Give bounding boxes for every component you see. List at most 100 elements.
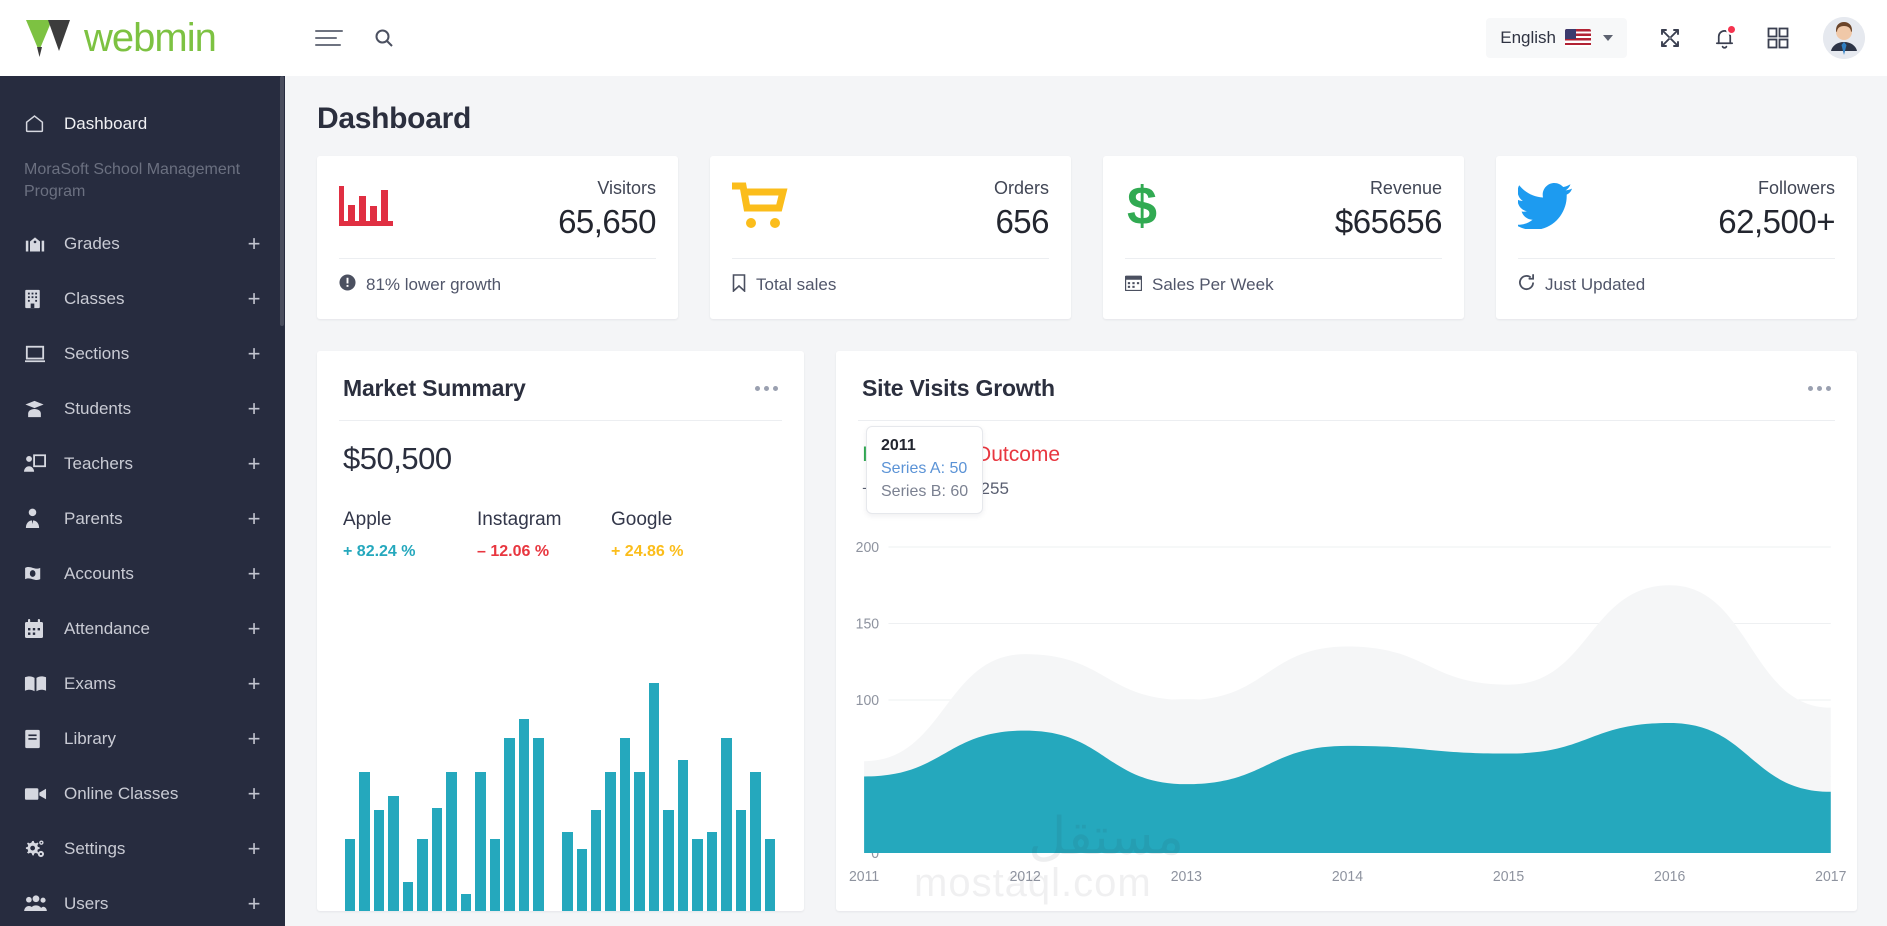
chart-tooltip: 2011 Series A: 50 Series B: 60 (866, 426, 984, 514)
expand-plus-icon[interactable]: + (247, 780, 261, 806)
expand-plus-icon[interactable]: + (247, 835, 261, 861)
sidebar-item-library[interactable]: Library + (0, 711, 285, 766)
bar (345, 839, 356, 911)
refresh-icon (1518, 273, 1535, 296)
sidebar-item-teachers[interactable]: Teachers + (0, 436, 285, 491)
bar (576, 848, 587, 911)
expand-plus-icon[interactable]: + (247, 615, 261, 641)
bar (590, 810, 602, 911)
notification-badge-dot (1726, 24, 1737, 35)
open-book-icon (24, 675, 50, 693)
stat-value: $65656 (1334, 202, 1443, 240)
stat-label: Revenue (1369, 178, 1442, 198)
expand-plus-icon[interactable]: + (247, 505, 261, 531)
expand-plus-icon[interactable]: + (247, 725, 261, 751)
sidebar-item-label: Classes (64, 288, 125, 308)
tooltip-year: 2011 (881, 437, 916, 454)
sidebar-item-settings[interactable]: Settings + (0, 821, 285, 876)
main-content: Dashboard Visitors (285, 76, 1887, 926)
expand-plus-icon[interactable]: + (247, 340, 261, 366)
bar (402, 882, 414, 911)
bar (417, 839, 428, 911)
bar (605, 771, 616, 911)
brand-bar: webmin (0, 0, 285, 76)
sidebar-item-classes[interactable]: Classes + (0, 271, 285, 326)
y-tick-label: 200 (856, 541, 879, 556)
stat-label: Orders (993, 178, 1049, 198)
sidebar-item-users[interactable]: Users + (0, 876, 285, 926)
legend-value: -255 (974, 479, 1009, 498)
notifications-button[interactable] (1697, 11, 1751, 65)
more-options-icon[interactable] (755, 386, 778, 391)
expand-plus-icon[interactable]: + (247, 450, 261, 476)
stat-value: 62,500+ (1718, 202, 1835, 240)
site-visits-legend: Income +584 Outcome -255 (836, 421, 1857, 499)
bar (663, 810, 674, 911)
content-area: English (285, 0, 1887, 926)
expand-plus-icon[interactable]: + (247, 560, 261, 586)
sidebar-item-label: Grades (64, 233, 120, 253)
brand-name: webmin (84, 16, 217, 60)
bar (359, 771, 370, 911)
language-selector[interactable]: English (1486, 18, 1627, 58)
sidebar-item-dashboard[interactable]: Dashboard (0, 96, 285, 151)
divider (1518, 257, 1835, 259)
sidebar-item-sections[interactable]: Sections + (0, 326, 285, 381)
market-summary-card: Market Summary $50,500 Apple + 82.24 % (317, 351, 804, 911)
stat-footnote: 81% lower growth (366, 274, 502, 294)
search-icon[interactable] (369, 23, 399, 53)
stat-value: 65,650 (558, 202, 656, 240)
bar (373, 810, 385, 911)
sidebar-item-label: Exams (64, 673, 116, 693)
bar (706, 831, 718, 911)
user-avatar[interactable] (1823, 17, 1865, 59)
expand-plus-icon[interactable]: + (247, 395, 261, 421)
site-visits-card: Site Visits Growth Income +584 Outcome -… (836, 351, 1857, 911)
sidebar-item-accounts[interactable]: Accounts + (0, 546, 285, 601)
stat-label: Visitors (597, 178, 656, 198)
expand-plus-icon[interactable]: + (247, 670, 261, 696)
users-group-icon (24, 895, 50, 912)
lower-cards-row: Market Summary $50,500 Apple + 82.24 % (317, 351, 1857, 911)
sidebar-item-exams[interactable]: Exams + (0, 656, 285, 711)
grid-apps-icon[interactable] (1751, 11, 1805, 65)
stat-footnote: Just Updated (1545, 274, 1646, 294)
sidebar-item-label: Students (64, 398, 132, 418)
site-visits-area-chart[interactable]: 0501001502002011201220132014201520162017 (836, 541, 1857, 911)
card-title: Market Summary (343, 375, 526, 401)
chevron-down-icon (1603, 35, 1613, 41)
expand-plus-icon[interactable]: + (247, 890, 261, 916)
stat-label: Followers (1757, 178, 1835, 198)
stat-footnote: Total sales (756, 275, 837, 295)
twitter-bird-icon (1518, 178, 1572, 234)
sidebar-scrollbar[interactable] (280, 76, 284, 326)
sidebar: webmin Dashboard MoraSoft School Managem… (0, 0, 285, 926)
expand-plus-icon[interactable]: + (247, 230, 261, 256)
divider (732, 257, 1049, 259)
webmin-logo-icon (24, 17, 76, 59)
sidebar-item-parents[interactable]: Parents + (0, 491, 285, 546)
x-tick-label: 2015 (1493, 869, 1524, 886)
stat-card-revenue: $ Revenue $65656 (1103, 156, 1464, 319)
bar (504, 738, 515, 911)
exclamation-circle-icon (339, 274, 356, 296)
sidebar-item-label: Online Classes (64, 783, 179, 803)
topbar-actions: English (1486, 11, 1865, 65)
sidebar-item-online-classes[interactable]: Online Classes + (0, 766, 285, 821)
stat-value: 656 (995, 202, 1049, 240)
more-options-icon[interactable] (1808, 386, 1831, 391)
hamburger-menu-icon[interactable] (315, 25, 343, 51)
sidebar-item-grades[interactable]: Grades + (0, 216, 285, 271)
sidebar-item-students[interactable]: Students + (0, 381, 285, 436)
sidebar-item-attendance[interactable]: Attendance + (0, 601, 285, 656)
y-tick-label: 100 (856, 693, 879, 710)
market-summary-body: $50,500 Apple + 82.24 % Instagram – 12.0… (317, 421, 804, 561)
market-summary-bar-chart[interactable] (345, 671, 804, 911)
tooltip-series-b: Series B: 60 (881, 483, 969, 500)
expand-plus-icon[interactable]: + (247, 285, 261, 311)
bar (764, 839, 776, 911)
bar (750, 771, 761, 911)
brand-logo[interactable]: webmin (24, 16, 217, 60)
expand-arrows-icon[interactable] (1643, 11, 1697, 65)
